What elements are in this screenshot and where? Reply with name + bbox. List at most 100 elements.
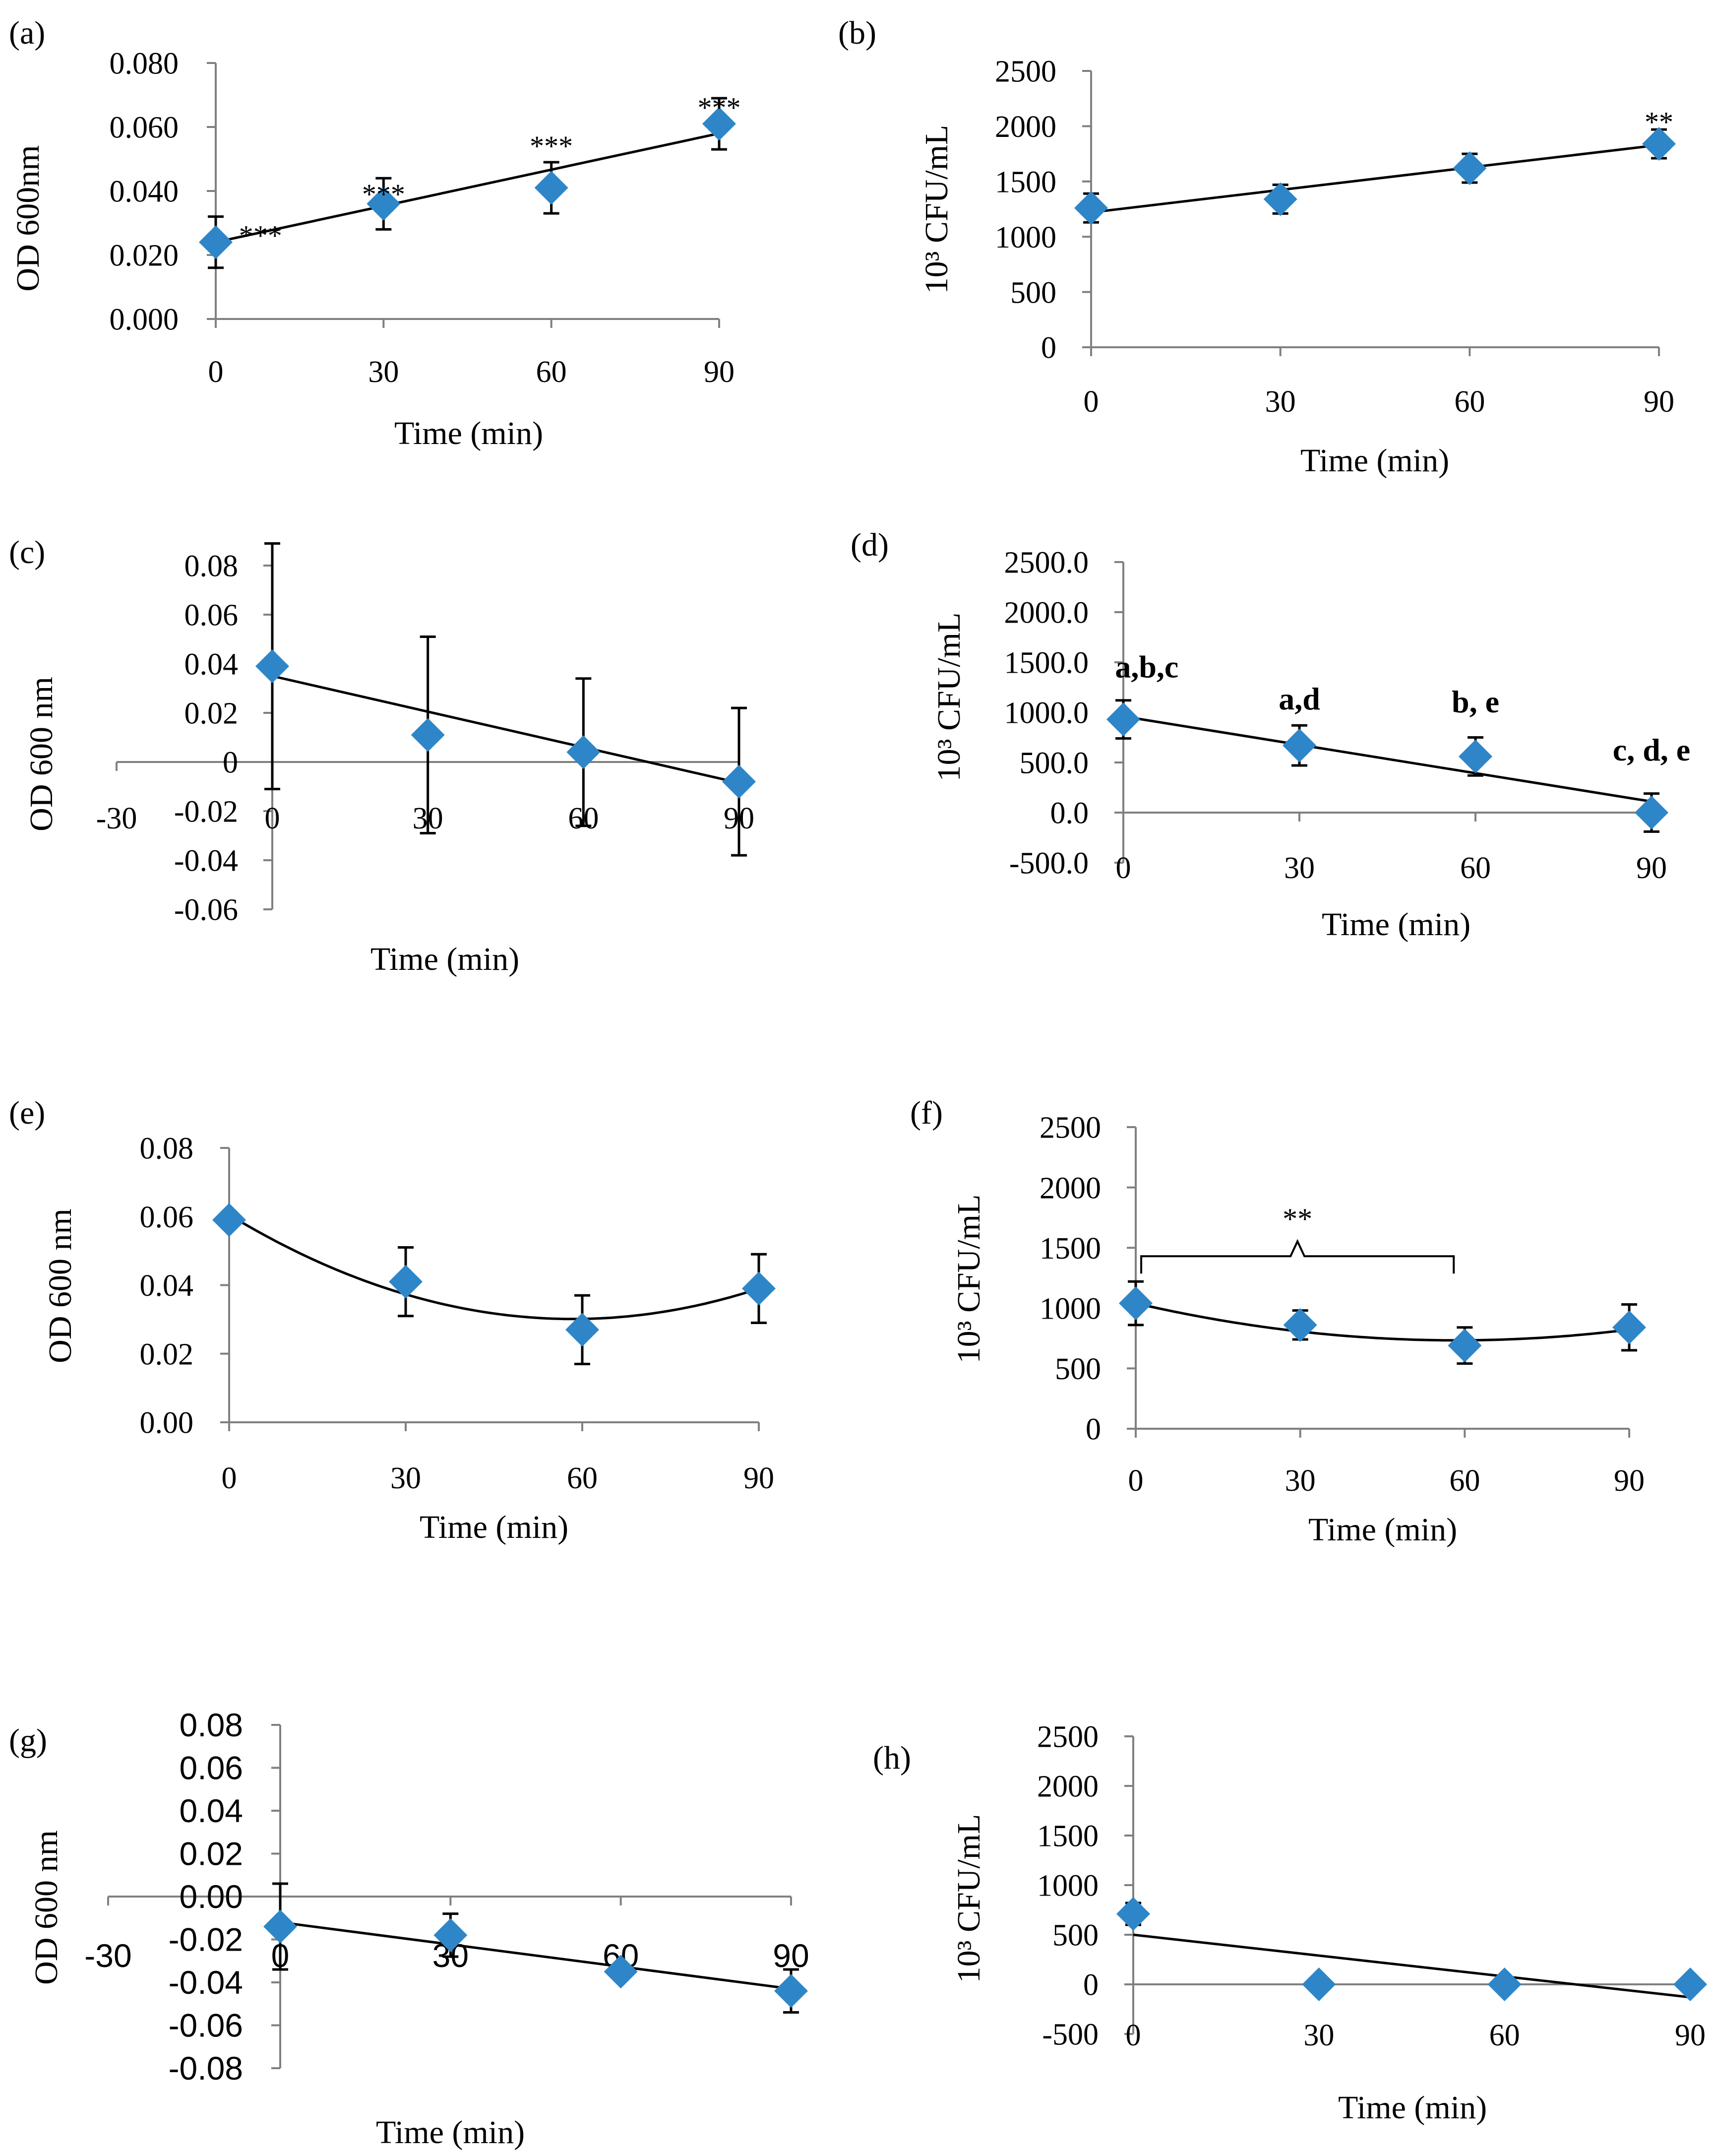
y-tick-label: 0.080 bbox=[110, 47, 179, 81]
y-axis-title: 10³ CFU/mL bbox=[919, 125, 955, 294]
y-tick-label: 0.04 bbox=[184, 648, 239, 682]
y-tick-label: -0.02 bbox=[169, 1921, 243, 1958]
y-tick-label: -0.04 bbox=[174, 844, 238, 878]
y-tick-label: 0 bbox=[1041, 331, 1056, 365]
x-tick-label: 0 bbox=[1084, 385, 1099, 419]
panel-label: (a) bbox=[9, 15, 45, 51]
y-tick-label: 2500 bbox=[995, 55, 1056, 89]
significance-annotation: a,d bbox=[1279, 681, 1320, 716]
data-point bbox=[1116, 1897, 1150, 1931]
data-point bbox=[1642, 127, 1676, 161]
data-point bbox=[199, 225, 233, 259]
panel-label: (e) bbox=[9, 1095, 45, 1131]
y-tick-label: 2500 bbox=[1040, 1111, 1101, 1145]
y-tick-label: 0.00 bbox=[180, 1878, 243, 1915]
y-tick-label: 500 bbox=[1052, 1919, 1099, 1953]
y-tick-label: 0 bbox=[1083, 1968, 1099, 2002]
x-axis-title: Time (min) bbox=[376, 2114, 525, 2151]
x-axis-title: Time (min) bbox=[1300, 443, 1449, 479]
y-tick-label: 2000.0 bbox=[1004, 596, 1089, 630]
y-tick-label: 500.0 bbox=[1020, 747, 1089, 780]
x-tick-label: 60 bbox=[1449, 1464, 1480, 1498]
data-point bbox=[1487, 1967, 1522, 2001]
significance-annotation: *** bbox=[530, 130, 573, 162]
trendline-c bbox=[272, 675, 739, 784]
significance-annotation: a,b,c bbox=[1115, 649, 1178, 684]
y-tick-label: 0.0 bbox=[1050, 797, 1089, 830]
y-tick-label: 1500.0 bbox=[1004, 646, 1089, 680]
x-axis-title: Time (min) bbox=[1308, 1512, 1457, 1548]
y-axis-title: 10³ CFU/mL bbox=[951, 1195, 987, 1364]
data-point bbox=[565, 1313, 599, 1347]
data-point bbox=[1612, 1310, 1646, 1344]
data-point bbox=[1453, 151, 1487, 186]
significance-bracket bbox=[1140, 1239, 1455, 1274]
x-tick-label: 60 bbox=[1460, 851, 1491, 885]
x-axis-title: Time (min) bbox=[1322, 906, 1471, 943]
x-tick-label: 90 bbox=[773, 1937, 809, 1974]
chart-panel-f: 0 500 1000 1500 2000 2500 0 30 60 90 ** (f) Time (mi… bbox=[910, 1095, 1646, 1548]
data-point bbox=[1635, 796, 1668, 829]
panel-label: (f) bbox=[910, 1095, 943, 1131]
significance-annotation: b, e bbox=[1452, 684, 1499, 719]
data-point bbox=[1459, 739, 1492, 773]
chart-panel-e: 0.00 0.02 0.04 0.06 0.08 0 30 60 90 (e) Time (min)… bbox=[9, 1095, 776, 1545]
data-point bbox=[534, 171, 568, 205]
y-tick-label: 0.08 bbox=[180, 1707, 243, 1743]
y-tick-label: 1500 bbox=[995, 166, 1056, 199]
trendline-f bbox=[1135, 1302, 1630, 1342]
y-tick-label: -0.06 bbox=[174, 893, 238, 927]
x-axis-title: Time (min) bbox=[394, 415, 543, 451]
trendline-d bbox=[1123, 715, 1652, 803]
x-tick-label: 90 bbox=[1636, 851, 1667, 885]
y-tick-label: 500 bbox=[1055, 1352, 1101, 1386]
x-tick-label: 0 bbox=[208, 355, 224, 389]
panel-label: (d) bbox=[851, 527, 889, 563]
data-point bbox=[212, 1203, 246, 1237]
y-tick-label: -500 bbox=[1042, 2018, 1099, 2052]
x-tick-label: 90 bbox=[1614, 1464, 1645, 1498]
x-tick-label: 0 bbox=[1126, 2019, 1141, 2052]
x-tick-label: 60 bbox=[567, 1461, 598, 1495]
panel-label: (c) bbox=[9, 534, 45, 571]
y-axis-title: OD 600nm bbox=[10, 145, 46, 291]
panel-label: (b) bbox=[838, 15, 876, 51]
y-tick-label: 1500 bbox=[1040, 1232, 1101, 1266]
y-tick-label: 2000 bbox=[1037, 1770, 1099, 1804]
chart-panel-a: 0.000 0.020 0.040 0.060 0.080 0 30 60 90 *** *** **… bbox=[9, 15, 741, 451]
data-point bbox=[367, 187, 401, 221]
y-tick-label: 1000 bbox=[1037, 1869, 1099, 1903]
y-tick-label: 0.020 bbox=[110, 239, 179, 273]
data-point bbox=[1448, 1329, 1482, 1363]
panel-label: (g) bbox=[9, 1722, 47, 1759]
data-point bbox=[742, 1271, 776, 1306]
significance-annotation: *** bbox=[362, 178, 405, 210]
x-tick-label: 30 bbox=[368, 355, 399, 389]
x-tick-label: 0 bbox=[222, 1461, 237, 1495]
data-point bbox=[263, 1909, 297, 1944]
x-tick-label: 30 bbox=[1284, 851, 1315, 885]
x-tick-label: 30 bbox=[1265, 385, 1296, 419]
y-tick-label: 0.04 bbox=[140, 1269, 194, 1303]
y-tick-label: -0.06 bbox=[169, 2007, 243, 2044]
trendline-g bbox=[280, 1921, 792, 1990]
x-tick-label: -30 bbox=[84, 1937, 131, 1974]
y-tick-label: 1000 bbox=[995, 221, 1056, 254]
data-point bbox=[566, 735, 601, 769]
y-axis-title: 10³ CFU/mL bbox=[951, 1814, 987, 1983]
data-point bbox=[604, 1955, 638, 1989]
data-point bbox=[1283, 728, 1316, 762]
y-tick-label: 1000.0 bbox=[1004, 697, 1089, 730]
trendline-e bbox=[228, 1213, 759, 1321]
data-point bbox=[1106, 702, 1140, 737]
data-point bbox=[1283, 1308, 1317, 1342]
data-point bbox=[722, 764, 756, 799]
trendline-a bbox=[215, 132, 720, 244]
data-point bbox=[389, 1265, 423, 1299]
chart-panel-d: -500.0 0.0 500.0 1000.0 1500.0 2000.0 2500.0 0 3… bbox=[851, 527, 1690, 943]
data-point bbox=[1673, 1967, 1707, 2001]
x-tick-label: 90 bbox=[704, 355, 735, 389]
y-axis-title: OD 600 nm bbox=[42, 1208, 78, 1363]
significance-annotation: ** bbox=[1645, 106, 1673, 138]
